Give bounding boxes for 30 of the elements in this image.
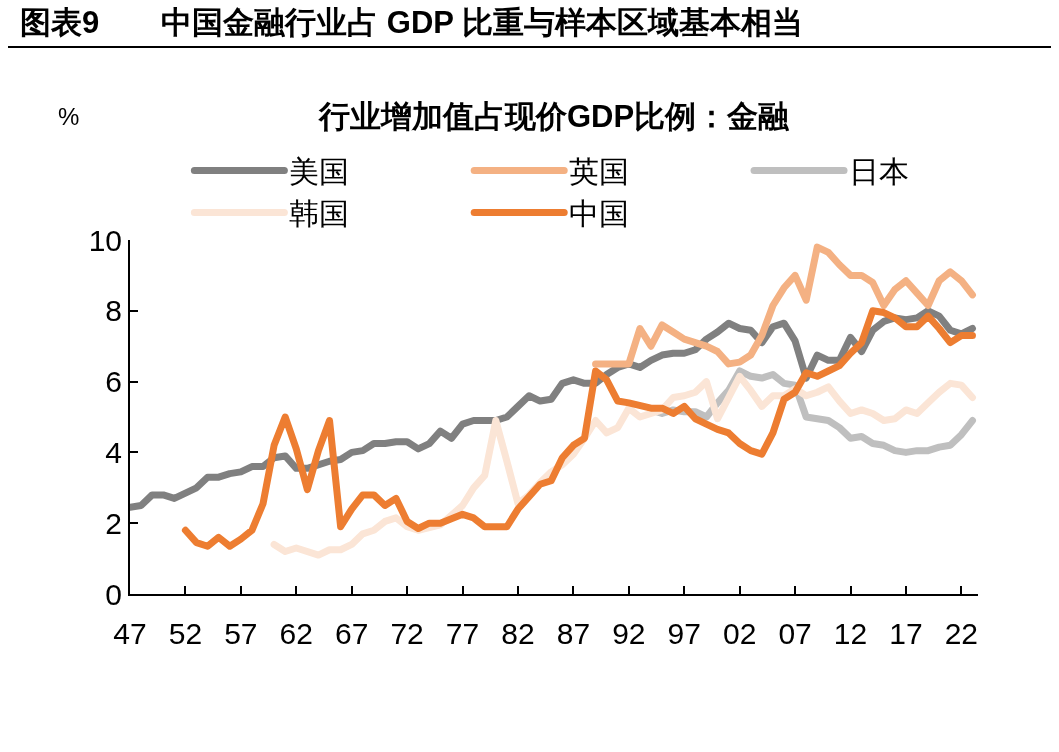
y-tick-label: 6 (105, 365, 122, 399)
y-tick-label: 8 (105, 294, 122, 328)
x-tick-label: 07 (778, 617, 812, 650)
x-tick-label: 47 (113, 617, 147, 650)
legend-label: 韩国 (289, 197, 350, 231)
y-axis-title: % (58, 103, 80, 130)
x-tick-label: 77 (445, 617, 480, 650)
x-tick-label: 97 (667, 617, 701, 650)
x-tick-label: 22 (944, 617, 979, 650)
x-tick-label: 57 (224, 617, 258, 650)
x-tick-label: 52 (168, 617, 203, 650)
legend-label: 英国 (569, 155, 630, 189)
x-tick-label: 67 (335, 617, 369, 650)
y-tick-label: 2 (105, 506, 122, 540)
y-tick-label: 0 (105, 577, 122, 611)
y-tick-label: 10 (88, 223, 122, 257)
x-tick-label: 17 (889, 617, 923, 650)
x-tick-label: 92 (612, 617, 646, 650)
legend-label: 中国 (569, 197, 630, 231)
y-tick-label: 4 (105, 435, 122, 469)
x-tick-label: 02 (722, 617, 757, 650)
chart-subtitle: 行业增加值占现价GDP比例：金融 (318, 99, 791, 134)
chart-title: 图表9 中国金融行业占 GDP 比重与样本区域基本相当 (8, 0, 1051, 48)
x-tick-label: 87 (556, 617, 591, 650)
legend-label: 日本 (849, 155, 910, 189)
x-tick-label: 62 (279, 617, 313, 650)
x-tick-label: 12 (833, 617, 868, 650)
x-tick-label: 82 (501, 617, 535, 650)
legend-label: 美国 (289, 155, 350, 189)
x-tick-label: 72 (390, 617, 424, 650)
